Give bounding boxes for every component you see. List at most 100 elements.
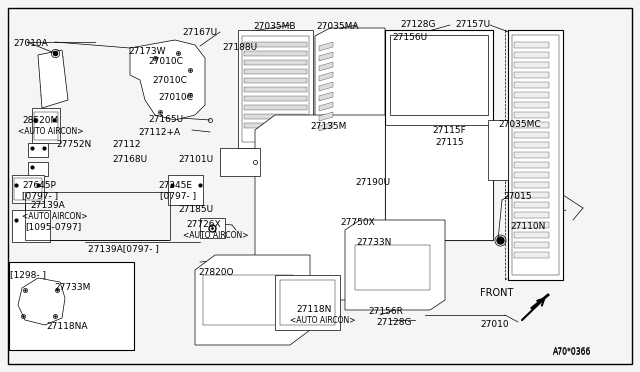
Bar (25, 192, 170, 240)
Polygon shape (345, 220, 445, 310)
Bar (32, 108, 60, 143)
Text: 27128G: 27128G (400, 20, 435, 29)
Bar (514, 182, 549, 188)
Text: <AUTO AIRCON>: <AUTO AIRCON> (183, 231, 248, 240)
Text: 27156U: 27156U (392, 33, 427, 42)
Text: 27015: 27015 (503, 192, 532, 201)
Text: 27128G: 27128G (376, 318, 412, 327)
Text: FRONT: FRONT (480, 288, 513, 298)
Text: 27168U: 27168U (112, 155, 147, 164)
Bar (355, 245, 430, 290)
Polygon shape (315, 28, 385, 146)
Text: 27726X: 27726X (186, 220, 221, 229)
Text: <AUTO AIRCON>: <AUTO AIRCON> (22, 212, 88, 221)
Bar (390, 35, 488, 115)
Bar (244, 96, 307, 101)
Text: 27165U: 27165U (148, 115, 183, 124)
Polygon shape (195, 255, 310, 345)
Bar (12, 175, 44, 203)
Text: 27135M: 27135M (310, 122, 346, 131)
Bar (220, 148, 260, 176)
Bar (244, 114, 307, 119)
Polygon shape (255, 115, 405, 300)
Polygon shape (319, 102, 333, 111)
Text: 27156R: 27156R (368, 307, 403, 316)
Text: 27101U: 27101U (178, 155, 213, 164)
Text: 27173W: 27173W (128, 47, 166, 56)
Bar (514, 52, 549, 58)
Text: 27750X: 27750X (340, 218, 375, 227)
Text: 27112+A: 27112+A (138, 128, 180, 137)
Text: 27112: 27112 (112, 140, 141, 149)
Text: A70*0366: A70*0366 (553, 348, 591, 357)
Text: 27010C: 27010C (158, 93, 193, 102)
Bar (514, 72, 549, 78)
Text: 28520M: 28520M (22, 116, 58, 125)
Polygon shape (319, 112, 333, 121)
Text: 27185U: 27185U (178, 205, 213, 214)
Polygon shape (319, 122, 333, 131)
Text: <AUTO AIRCON>: <AUTO AIRCON> (18, 127, 83, 136)
Bar (514, 112, 549, 118)
Bar (514, 142, 549, 148)
Text: 27035MB: 27035MB (253, 22, 296, 31)
Bar (514, 192, 549, 198)
Text: 27010C: 27010C (152, 76, 187, 85)
Bar (514, 152, 549, 158)
Bar (244, 69, 307, 74)
Text: [0797- ]: [0797- ] (22, 191, 58, 200)
Text: 27188U: 27188U (222, 43, 257, 52)
Text: 27820O: 27820O (198, 268, 234, 277)
Polygon shape (319, 52, 333, 61)
Bar (9, 262, 134, 350)
Bar (514, 222, 549, 228)
Bar (14, 178, 42, 200)
Bar (385, 125, 493, 240)
Bar (200, 218, 225, 238)
Polygon shape (319, 72, 333, 81)
Bar (512, 35, 559, 275)
Bar (244, 123, 307, 128)
Bar (514, 42, 549, 48)
Text: 27010C: 27010C (148, 57, 183, 66)
Bar (242, 36, 309, 142)
Bar (514, 92, 549, 98)
Bar (244, 51, 307, 56)
Polygon shape (38, 50, 68, 108)
Bar (514, 62, 549, 68)
Bar (514, 122, 549, 128)
Text: 27752N: 27752N (56, 140, 92, 149)
Text: <AUTO AIRCON>: <AUTO AIRCON> (290, 316, 355, 325)
Text: [1298- ]: [1298- ] (10, 270, 46, 279)
Text: 27035MC: 27035MC (498, 120, 541, 129)
Text: 27115F: 27115F (432, 126, 466, 135)
Bar (385, 30, 493, 240)
Bar (514, 202, 549, 208)
Bar (238, 30, 313, 148)
Text: 27245E: 27245E (158, 181, 192, 190)
Text: 27118N: 27118N (296, 305, 332, 314)
Text: [0797- ]: [0797- ] (160, 191, 196, 200)
Polygon shape (319, 82, 333, 91)
Bar (244, 60, 307, 65)
Bar (514, 242, 549, 248)
Text: 27035MA: 27035MA (316, 22, 358, 31)
Text: [1095-0797]: [1095-0797] (25, 222, 81, 231)
Bar (34, 112, 58, 140)
Bar (203, 275, 293, 325)
Bar (28, 162, 48, 176)
Bar (244, 42, 307, 47)
Bar (514, 102, 549, 108)
Text: 27115: 27115 (435, 138, 463, 147)
Bar (12, 210, 50, 242)
Text: 27190U: 27190U (355, 178, 390, 187)
Polygon shape (130, 40, 205, 120)
Text: 27139A[0797- ]: 27139A[0797- ] (88, 244, 159, 253)
Polygon shape (18, 278, 65, 325)
Bar (508, 30, 563, 280)
Text: 27010: 27010 (480, 320, 509, 329)
Bar (244, 105, 307, 110)
Polygon shape (488, 120, 508, 180)
Text: A70*0366: A70*0366 (553, 347, 591, 356)
Text: 27167U: 27167U (182, 28, 217, 37)
